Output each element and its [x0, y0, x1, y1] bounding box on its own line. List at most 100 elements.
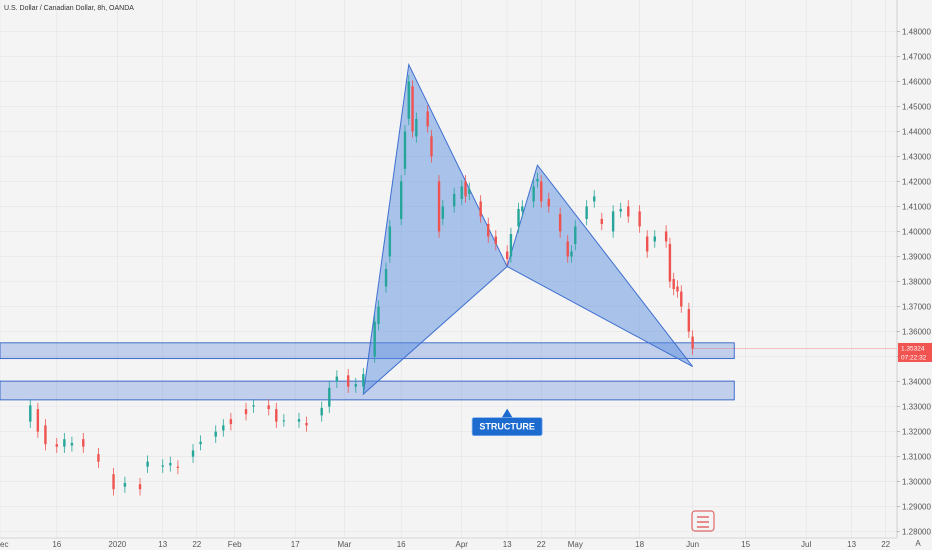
candle-body — [305, 422, 308, 426]
auto-scale-button[interactable]: A — [915, 539, 921, 548]
price-tick-label: 1.36000 — [902, 328, 931, 337]
candle-body — [517, 208, 520, 227]
price-tick-label: 1.43000 — [902, 152, 931, 161]
support-zone-1[interactable] — [0, 342, 735, 360]
candle-body — [574, 226, 577, 244]
price-tick-label: 1.40000 — [902, 227, 931, 236]
candle-body — [138, 484, 142, 490]
candle-body — [214, 431, 217, 437]
candle-body — [452, 193, 456, 207]
candle-body — [44, 425, 47, 445]
candle-body — [244, 409, 248, 415]
time-tick-label: Feb — [228, 540, 242, 549]
time-tick-label: 22 — [537, 540, 546, 549]
candle-body — [558, 213, 562, 232]
candle-body — [521, 206, 524, 212]
candle-body — [275, 409, 278, 422]
current-price-tag: 1.35324 07:22:32 — [898, 342, 932, 362]
price-axis-ticks: 1.28000 1.29000 1.30000 1.31000 1.32000 1.330… — [897, 27, 931, 537]
time-tick-label: Mar — [338, 540, 352, 549]
candle-body — [252, 405, 255, 407]
candle-body — [479, 201, 482, 217]
candle-body — [123, 482, 127, 487]
candle-body — [593, 196, 596, 202]
candle-body — [691, 336, 694, 349]
candle-body — [388, 226, 392, 257]
price-tick-label: 1.28000 — [902, 528, 931, 537]
price-tick-label: 1.30000 — [902, 478, 931, 487]
candle-body — [611, 211, 615, 232]
time-tick-label: ec — [0, 540, 8, 549]
candle-body — [63, 439, 66, 447]
price-tick-label: 1.33000 — [902, 403, 931, 412]
candle-body — [169, 462, 172, 466]
candle-body — [403, 131, 407, 169]
time-tick-label: 2020 — [108, 540, 126, 549]
time-tick-label: Jul — [801, 540, 811, 549]
price-axis-panel[interactable] — [897, 0, 932, 550]
candle-body — [362, 374, 365, 387]
candle-body — [328, 387, 331, 407]
candle-body — [267, 405, 270, 410]
candle-body — [384, 269, 388, 287]
price-tag-value: 1.35324 — [901, 345, 925, 352]
candle-body — [680, 291, 683, 307]
candle-body — [532, 186, 535, 202]
candle-body — [29, 405, 32, 422]
candle-body — [407, 81, 410, 119]
time-tick-label: Apr — [456, 540, 469, 549]
candle-body — [505, 251, 509, 259]
candles-group — [29, 75, 694, 496]
candle-body — [297, 419, 301, 422]
candle-body — [222, 425, 225, 431]
candle-body — [377, 306, 380, 325]
time-tick-label: Jun — [686, 540, 699, 549]
candle-body — [566, 241, 569, 257]
price-tick-label: 1.48000 — [902, 27, 931, 36]
price-tag-box — [898, 342, 932, 362]
price-tick-label: 1.29000 — [902, 503, 931, 512]
candle-body — [199, 441, 202, 445]
candle-body — [464, 181, 467, 197]
chart-title: U.S. Dollar / Canadian Dollar, 8h, OANDA — [4, 5, 134, 12]
candle-body — [399, 181, 403, 219]
candle-body — [664, 231, 668, 242]
price-tick-label: 1.38000 — [902, 278, 931, 287]
candle-body — [112, 474, 115, 490]
pattern-triangle-xab[interactable] — [362, 62, 508, 396]
candle-body — [191, 450, 195, 457]
price-tick-label: 1.47000 — [902, 52, 931, 61]
candle-body — [97, 454, 100, 462]
candle-body — [509, 233, 513, 257]
time-tick-label: 22 — [881, 540, 890, 549]
time-axis-panel[interactable] — [0, 538, 932, 550]
candle-body — [36, 409, 40, 432]
candle-body — [426, 111, 429, 127]
candle-body — [354, 384, 357, 387]
candle-body — [430, 136, 433, 157]
candle-body — [415, 118, 418, 137]
candle-body — [460, 186, 463, 199]
time-tick-label: 15 — [741, 540, 750, 549]
vertical-gridlines — [0, 0, 886, 538]
watermark-logo-icon — [691, 510, 715, 532]
time-tick-label: 16 — [52, 540, 61, 549]
time-axis-ticks: ec 16 2020 13 22 Feb 17 Mar 16 Apr 13 22 May 18 Jun 15 J… — [0, 540, 891, 549]
candle-body — [411, 86, 414, 132]
candle-body — [55, 444, 58, 447]
candle-body — [487, 223, 490, 237]
candle-body — [146, 461, 149, 467]
candle-body — [373, 321, 376, 357]
price-tick-label: 1.37000 — [902, 303, 931, 312]
time-tick-label: 13 — [158, 540, 167, 549]
price-tag-countdown: 07:22:32 — [901, 354, 927, 361]
time-tick-label: 16 — [397, 540, 406, 549]
structure-annotation[interactable]: STRUCTURE — [471, 408, 543, 437]
price-tick-label: 1.31000 — [902, 453, 931, 462]
candle-body — [437, 181, 441, 232]
candle-body — [536, 178, 539, 182]
time-tick-label: May — [568, 540, 583, 549]
price-tick-label: 1.32000 — [902, 428, 931, 437]
candle-body — [600, 218, 603, 224]
